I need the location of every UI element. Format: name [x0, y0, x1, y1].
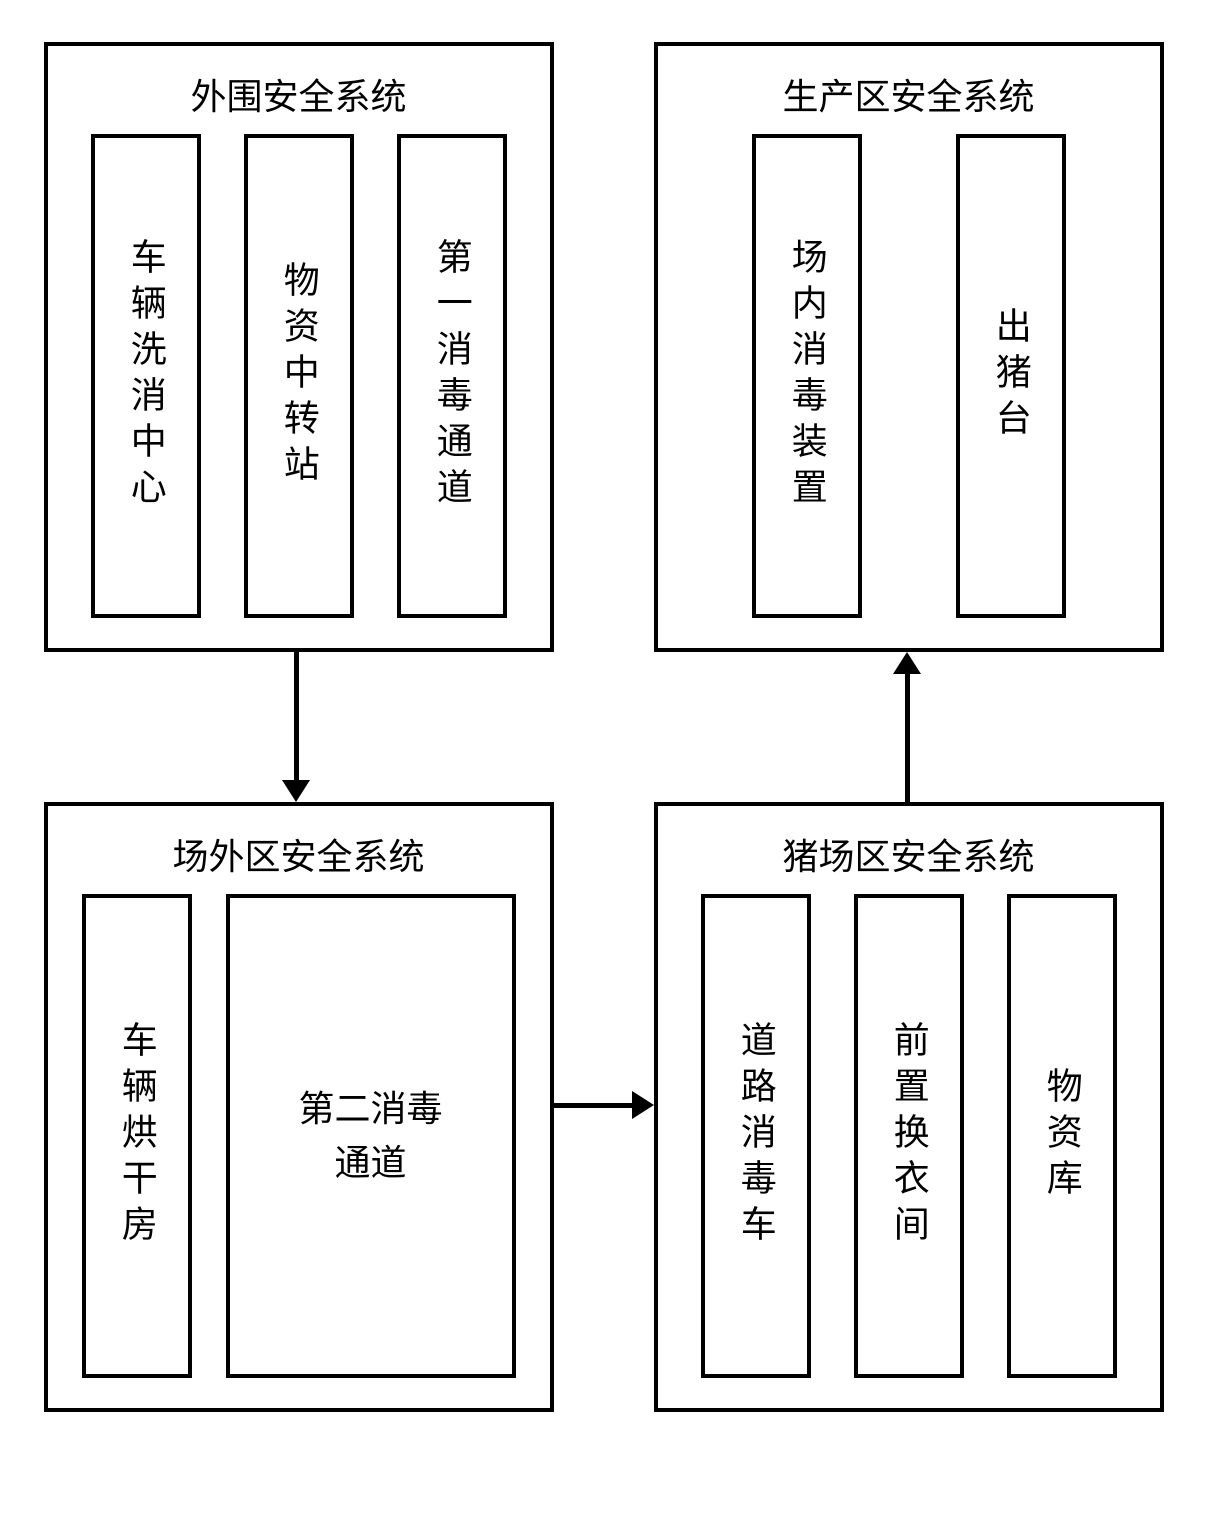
items-row: 场内消毒装置 出猪台	[658, 134, 1160, 646]
system-box-pig-farm: 猪场区安全系统 道路消毒车 前置换衣间 物资库	[654, 802, 1164, 1412]
item-onsite-disinfection-device: 场内消毒装置	[752, 134, 862, 618]
items-row: 车辆烘干房 第二消毒通道	[48, 894, 550, 1406]
system-title: 猪场区安全系统	[658, 806, 1160, 894]
item-pig-exit-platform: 出猪台	[956, 134, 1066, 618]
item-vehicle-wash-center: 车辆洗消中心	[91, 134, 201, 618]
item-material-warehouse: 物资库	[1007, 894, 1117, 1378]
item-vehicle-drying-room: 车辆烘干房	[82, 894, 192, 1378]
system-box-offsite: 场外区安全系统 车辆烘干房 第二消毒通道	[44, 802, 554, 1412]
flowchart: 外围安全系统 车辆洗消中心 物资中转站 第一消毒通道 生产区安全系统 场内消毒装…	[44, 42, 1164, 1492]
item-material-transfer-station: 物资中转站	[244, 134, 354, 618]
system-box-perimeter: 外围安全系统 车辆洗消中心 物资中转站 第一消毒通道	[44, 42, 554, 652]
system-box-production: 生产区安全系统 场内消毒装置 出猪台	[654, 42, 1164, 652]
system-title: 生产区安全系统	[658, 46, 1160, 134]
stacked-label: 第二消毒通道	[298, 1082, 442, 1190]
system-title: 外围安全系统	[48, 46, 550, 134]
system-title: 场外区安全系统	[48, 806, 550, 894]
items-row: 道路消毒车 前置换衣间 物资库	[658, 894, 1160, 1406]
item-road-disinfection-vehicle: 道路消毒车	[701, 894, 811, 1378]
item-second-disinfection-channel: 第二消毒通道	[226, 894, 516, 1378]
item-first-disinfection-channel: 第一消毒通道	[397, 134, 507, 618]
item-front-changing-room: 前置换衣间	[854, 894, 964, 1378]
items-row: 车辆洗消中心 物资中转站 第一消毒通道	[48, 134, 550, 646]
